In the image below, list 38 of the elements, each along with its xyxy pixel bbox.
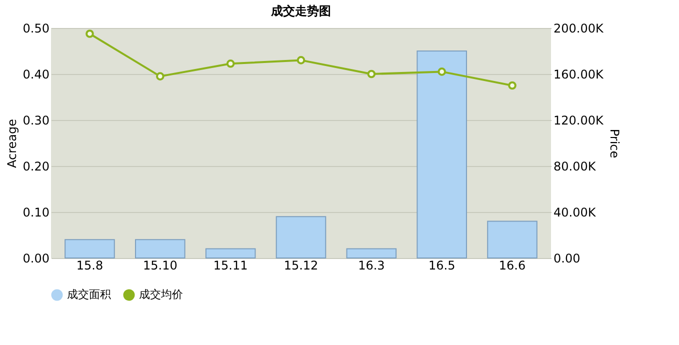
y2-tick-label: 0.00: [554, 252, 580, 266]
x-tick-label: 16.3: [358, 258, 385, 272]
point: [86, 30, 94, 38]
y-tick-label: 0.40: [22, 68, 50, 82]
y2-tick-label: 200.00K: [554, 22, 604, 36]
y-tick-label: 0.30: [22, 114, 50, 128]
y-tick-label: 0.20: [22, 160, 50, 174]
bar: [276, 216, 326, 258]
point: [438, 68, 446, 76]
legend-label: 成交均价: [139, 288, 183, 301]
y-tick-label: 0.10: [22, 206, 50, 220]
point: [508, 81, 516, 90]
point: [296, 56, 306, 64]
bar: [135, 239, 186, 258]
point: [367, 70, 376, 78]
bar: [487, 220, 538, 258]
point: [156, 72, 164, 80]
x-tick-label: 15.12: [284, 258, 318, 272]
y-axis-title: Acreage: [4, 118, 19, 168]
y2-tick-label: 80.00K: [554, 160, 597, 174]
y-tick-label: 0.00: [22, 252, 50, 266]
bar: [346, 248, 397, 258]
y2-axis-title: Price: [607, 128, 622, 158]
x-tick-label: 15.8: [76, 258, 104, 272]
y-tick-label: 0.50: [22, 22, 50, 36]
bar: [64, 239, 115, 258]
x-tick-label: 16.5: [428, 258, 456, 272]
y2-tick-label: 160.00K: [554, 68, 604, 82]
legend-label: 成交面积: [67, 288, 111, 301]
point: [226, 59, 235, 68]
x-tick-label: 15.11: [213, 258, 248, 272]
y2-tick-label: 40.00K: [554, 206, 597, 220]
y2-tick-label: 120.00K: [554, 114, 604, 128]
bar: [416, 50, 467, 258]
x-tick-label: 16.6: [498, 258, 526, 272]
chart-title: 成交走势图: [270, 4, 331, 18]
x-tick-label: 15.10: [142, 258, 178, 272]
bar: [205, 248, 256, 258]
